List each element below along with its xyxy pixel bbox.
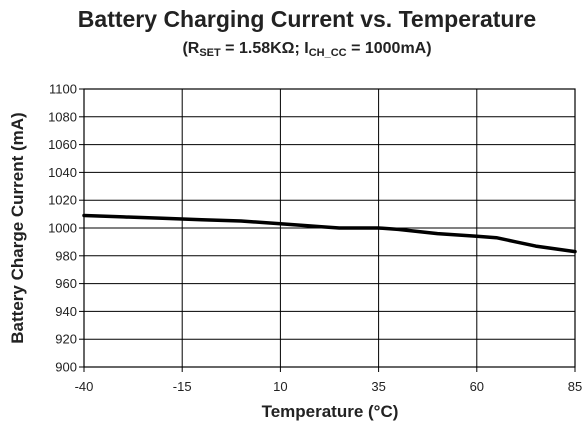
chart-title: Battery Charging Current vs. Temperature — [78, 6, 536, 32]
x-tick-label: -40 — [75, 379, 94, 394]
x-tick-label: 85 — [568, 379, 582, 394]
y-tick-label: 1100 — [49, 82, 77, 97]
x-tick-label: -15 — [173, 379, 192, 394]
y-tick-label: 920 — [55, 332, 77, 347]
y-tick-label: 940 — [55, 304, 77, 319]
y-tick-label: 960 — [55, 276, 77, 291]
y-tick-label: 1000 — [48, 221, 77, 236]
y-tick-label: 1040 — [48, 165, 77, 180]
y-tick-label: 1060 — [48, 137, 77, 152]
y-tick-label: 980 — [55, 248, 77, 263]
x-axis-label: Temperature (°C) — [262, 402, 399, 421]
y-tick-label: 900 — [55, 360, 77, 375]
series-group — [82, 213, 577, 254]
x-tick-label: 35 — [371, 379, 385, 394]
y-axis-ticks: 900 920 940 960 980 1000 1020 1040 1060 1080 1100 — [48, 82, 84, 375]
series-line-charging-current — [82, 213, 577, 254]
y-tick-label: 1020 — [48, 193, 77, 208]
y-tick-label: 1080 — [48, 109, 77, 124]
x-axis-ticks: -40 -15 10 35 60 85 — [75, 367, 582, 394]
y-axis-label: Battery Charge Current (mA) — [8, 112, 27, 343]
chart-subtitle: (RSET = 1.58KΩ; ICH_CC = 1000mA) — [182, 40, 431, 59]
x-tick-label: 60 — [470, 379, 484, 394]
x-tick-label: 10 — [273, 379, 287, 394]
